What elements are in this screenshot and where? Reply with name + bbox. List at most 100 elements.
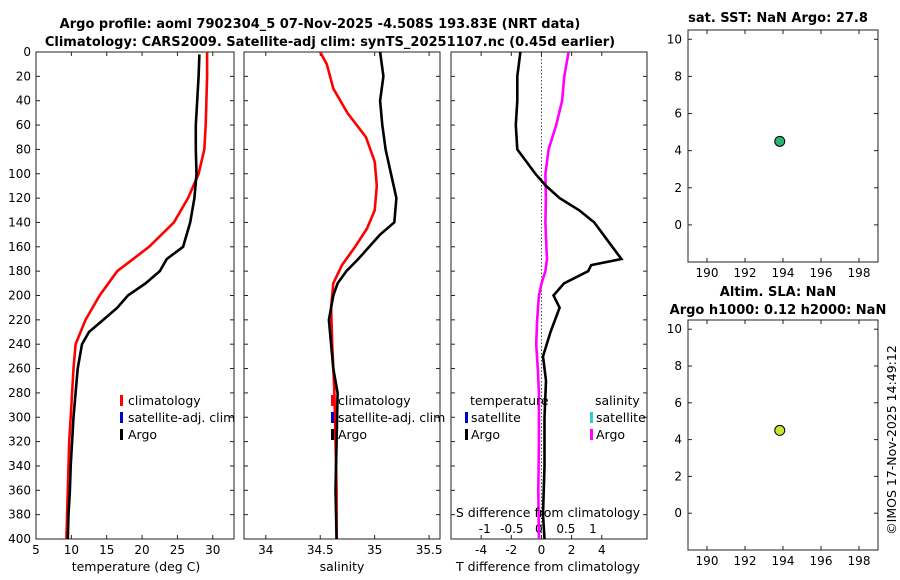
sla-title-line1: Altim. SLA: NaN [720, 285, 836, 300]
sla-ticks-xlabel: 190 [696, 554, 719, 568]
sla-ticks-xlabel: 196 [810, 554, 833, 568]
sla-ticks-ylabel: 4 [674, 433, 682, 447]
depth-tick-label: 320 [8, 435, 31, 449]
sst-ticks-xlabel: 194 [772, 266, 795, 280]
t-xticks-label: 15 [99, 543, 114, 557]
sst-axis-ticks: 190 192 194 196 198 0 2 4 6 8 10 [667, 30, 878, 280]
t-xticks-label: 20 [134, 543, 149, 557]
depth-tick-label: 0 [23, 45, 31, 59]
difference-legend-s-argo-swatch [590, 429, 593, 440]
sla-title-line2: Argo h1000: 0.12 h2000: NaN [670, 303, 887, 318]
d-xticks-label: 4 [598, 543, 606, 557]
temperature-axis-ticks: 5 10 15 20 25 30 [32, 52, 220, 557]
t-difference-axis-label: T difference from climatology [455, 559, 641, 574]
sst-panel-frame [687, 29, 879, 263]
t-difference-axis-ticks: -4 -2 0 2 4 [475, 52, 606, 557]
s-xticks-label: 34 [258, 543, 273, 557]
difference-legend-temperature-header: temperature [470, 393, 549, 408]
sla-ticks-ylabel: 0 [674, 506, 682, 520]
sst-ticks-ylabel: 2 [674, 181, 682, 195]
t-xticks-label: 10 [64, 543, 79, 557]
difference-legend-s-satellite-swatch [590, 412, 593, 423]
d-xticks-label: 2 [568, 543, 576, 557]
sst-ticks-xlabel: 198 [848, 266, 871, 280]
sla-ticks-xlabel: 192 [734, 554, 757, 568]
temperature-legend-satellite: satellite-adj. clim [128, 410, 235, 425]
temperature-legend-climatology: climatology [128, 393, 201, 408]
difference-legend-s-satellite: satellite [596, 410, 646, 425]
salinity-difference-line [534, 51, 570, 540]
main-title-line2: Climatology: CARS2009. Satellite-adj cli… [45, 35, 615, 50]
sst-ticks-ylabel: 4 [674, 144, 682, 158]
difference-legend-t-satellite: satellite [471, 410, 521, 425]
sla-ticks-ylabel: 10 [667, 322, 682, 336]
difference-legend-s-argo: Argo [596, 427, 625, 442]
depth-tick-label: 160 [8, 240, 31, 254]
depth-tick-label: 80 [16, 142, 31, 156]
salinity-legend-argo: Argo [338, 427, 367, 442]
depth-tick-label: 120 [8, 191, 31, 205]
sst-ticks-xlabel: 192 [734, 266, 757, 280]
sla-ticks-xlabel: 194 [772, 554, 795, 568]
difference-legend-t-argo-swatch [465, 429, 468, 440]
d-xticks-top-label: -0.5 [500, 522, 523, 536]
sst-ticks-ylabel: 6 [674, 107, 682, 121]
d-xticks-top-label: -1 [479, 522, 491, 536]
difference-legend-t-argo: Argo [471, 427, 500, 442]
depth-tick-label: 240 [8, 337, 31, 351]
depth-axis-ticks: 0 20 40 60 80 100 120 140 160 180 200 220 240 260 280 3… [8, 45, 647, 546]
d-xticks-label: 0 [538, 543, 546, 557]
depth-tick-label: 340 [8, 459, 31, 473]
depth-tick-label: 140 [8, 215, 31, 229]
d-xticks-label: -2 [505, 543, 517, 557]
main-title-line1: Argo profile: aoml 7902304_5 07-Nov-2025… [60, 17, 581, 32]
t-xticks-label: 30 [205, 543, 220, 557]
sla-ticks-xlabel: 198 [848, 554, 871, 568]
s-difference-axis-label: S difference from climatology [456, 505, 641, 520]
salinity-legend-satellite-swatch [331, 412, 334, 423]
depth-tick-label: 60 [16, 118, 31, 132]
depth-tick-label: 380 [8, 508, 31, 522]
temperature-legend-argo: Argo [128, 427, 157, 442]
depth-tick-label: 180 [8, 264, 31, 278]
depth-tick-label: 300 [8, 410, 31, 424]
salinity-legend-argo-swatch [331, 429, 334, 440]
sst-ticks-ylabel: 8 [674, 69, 682, 83]
d-xticks-top-label: 1 [589, 522, 597, 536]
depth-tick-label: 100 [8, 167, 31, 181]
sla-ticks-ylabel: 8 [674, 359, 682, 373]
salinity-legend-climatology: climatology [338, 393, 411, 408]
temperature-panel-frame [35, 51, 235, 540]
difference-legend-salinity-header: salinity [595, 393, 640, 408]
sla-ticks-ylabel: 6 [674, 396, 682, 410]
depth-tick-label: 400 [8, 532, 31, 546]
temperature-difference-line [514, 51, 624, 540]
temperature-legend-argo-swatch [120, 429, 123, 440]
sst-ticks-xlabel: 190 [696, 266, 719, 280]
salinity-climatology-line [319, 51, 379, 539]
depth-tick-label: 260 [8, 362, 31, 376]
depth-tick-label: 360 [8, 483, 31, 497]
salinity-argo-line [327, 51, 398, 540]
sla-panel-frame [687, 319, 879, 551]
difference-legend-t-satellite-swatch [465, 412, 468, 423]
temperature-legend-climatology-swatch [120, 395, 123, 406]
s-xticks-label: 34.5 [307, 543, 334, 557]
sst-ticks-xlabel: 196 [810, 266, 833, 280]
depth-tick-label: 280 [8, 386, 31, 400]
t-xticks-label: 25 [170, 543, 185, 557]
salinity-legend-climatology-swatch [331, 395, 334, 406]
sla-data-point [774, 424, 786, 436]
sla-ticks-ylabel: 2 [674, 469, 682, 483]
s-xticks-label: 35 [367, 543, 382, 557]
t-xticks-label: 5 [32, 543, 40, 557]
temperature-axis-label: temperature (deg C) [72, 559, 201, 574]
temperature-climatology-line [65, 52, 209, 540]
salinity-axis-label: salinity [320, 559, 365, 574]
d-xticks-top-label: 0.5 [556, 522, 575, 536]
sla-axis-ticks: 190 192 194 196 198 0 2 4 6 8 10 [667, 320, 878, 568]
s-xticks-label: 35.5 [416, 543, 443, 557]
salinity-panel-frame [243, 51, 441, 540]
temperature-legend-satellite-swatch [120, 412, 123, 423]
